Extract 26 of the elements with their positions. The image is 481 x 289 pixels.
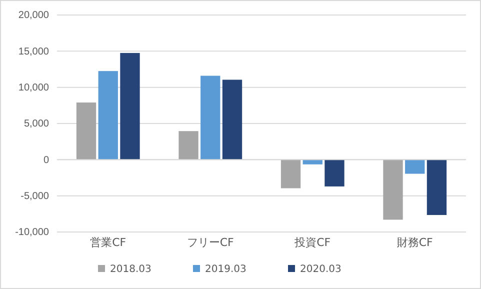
x-tick-label: 営業CF xyxy=(90,236,126,249)
y-tick-label: 10,000 xyxy=(18,82,50,94)
bar xyxy=(98,71,118,160)
y-tick-label: -5,000 xyxy=(20,191,50,202)
bar xyxy=(200,76,220,160)
bar xyxy=(280,160,301,188)
y-tick-label: 15,000 xyxy=(18,46,50,58)
y-tick-label: -10,000 xyxy=(15,227,50,238)
x-tick-label: 財務CF xyxy=(396,236,433,249)
y-tick-label: 20,000 xyxy=(18,10,50,22)
bar xyxy=(405,160,425,174)
bar xyxy=(76,102,96,160)
bar xyxy=(426,160,447,215)
bar xyxy=(222,80,242,160)
x-tick-label: フリーCF xyxy=(186,236,234,249)
x-tick-label: 投資CF xyxy=(294,236,331,249)
bar xyxy=(383,160,403,220)
legend-label: 2018.03 xyxy=(110,264,152,275)
bar xyxy=(120,52,140,160)
legend-label: 2020.03 xyxy=(300,264,342,275)
bar xyxy=(302,160,322,164)
y-tick-label: 5,000 xyxy=(24,118,50,130)
legend-label: 2019.03 xyxy=(205,264,246,275)
bar xyxy=(324,160,344,186)
bar xyxy=(178,131,198,160)
y-tick-label: 0 xyxy=(43,154,50,166)
